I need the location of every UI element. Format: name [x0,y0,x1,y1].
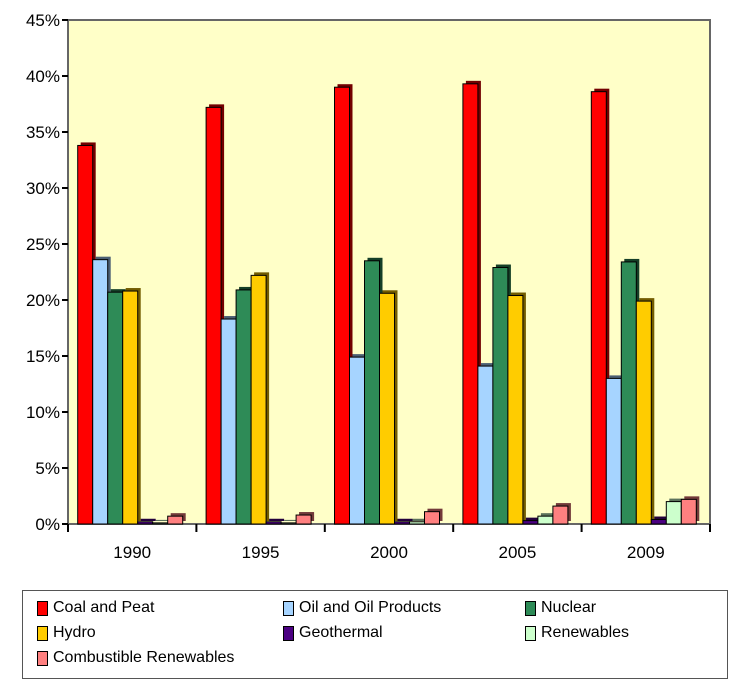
bar-renewables-1995 [280,522,297,525]
bar-shadow [155,519,171,521]
x-axis: 1990 1995 2000 2005 2009 [67,524,711,562]
bar-coal-and-peat-2000 [334,86,350,525]
bar-nuclear-1995 [235,289,252,525]
bar-oil-and-oil-products-1990 [92,259,109,525]
bar-shadow [284,519,300,521]
legend-label: Coal and Peat [53,599,155,616]
legend-label: Geothermal [299,624,383,641]
bar-geothermal-2005 [522,520,539,525]
bar-chart: 0% 5% 10% 15% 20% 25% 30% 35% 40% 45% 1990 1995 200… [26,11,711,562]
bar-coal-and-peat-2009 [590,91,607,525]
bar-shadow [140,518,156,521]
legend-item-renewables: Renewables [525,622,629,644]
bar-hydro-2005 [507,295,524,525]
x-tick-label: 2000 [370,543,408,562]
bar-geothermal-2009 [650,519,667,525]
bar-shadow [654,516,670,521]
y-tick-label: 25% [26,235,60,254]
bar-nuclear-2009 [620,261,637,525]
chart-legend: Coal and Peat Oil and Oil Products Nuclear… [22,590,728,679]
legend-swatch [525,625,536,641]
y-tick-label: 20% [26,291,60,310]
bar-coal-and-peat-1995 [205,106,222,525]
y-axis: 0% 5% 10% 15% 20% 25% 30% 35% 40% 45% [26,11,68,534]
bar-shadow [412,518,428,521]
bar-hydro-2000 [379,292,395,525]
bar-shadow [269,518,285,521]
bar-combustible-renewables-2005 [552,505,569,525]
bar-nuclear-2005 [492,267,509,525]
bar-hydro-2009 [635,300,652,525]
bar-renewables-1990 [152,522,169,525]
bar-oil-and-oil-products-2000 [349,356,365,525]
y-tick-label: 15% [26,347,60,366]
bar-shadow [397,518,413,521]
bar-geothermal-2000 [394,521,410,525]
bar-geothermal-1995 [265,521,282,525]
legend-item-nuclear: Nuclear [525,597,596,619]
y-tick-label: 5% [35,459,60,478]
y-tick-label: 45% [26,11,60,30]
legend-item-oil-and-oil-products: Oil and Oil Products [283,597,441,619]
bar-nuclear-1990 [107,291,124,525]
y-tick-label: 0% [35,515,60,534]
legend-label: Oil and Oil Products [299,599,442,616]
legend-item-geothermal: Geothermal [283,622,383,644]
legend-label: Nuclear [541,599,597,616]
bar-oil-and-oil-products-1995 [220,318,237,525]
bar-combustible-renewables-2009 [680,498,697,525]
y-tick-label: 10% [26,403,60,422]
legend-swatch [525,600,536,616]
bar-coal-and-peat-1990 [77,144,94,525]
bar-hydro-1990 [122,290,139,525]
bar-nuclear-2000 [364,260,380,525]
bar-renewables-2005 [537,515,554,525]
legend-label: Renewables [541,624,630,641]
bar-hydro-1995 [250,274,267,525]
bar-combustible-renewables-1990 [167,515,184,525]
bar-geothermal-1990 [137,521,154,525]
legend-item-combustible-renewables: Combustible Renewables [37,647,234,669]
x-tick-label: 2009 [627,543,665,562]
x-tick-label: 1990 [113,543,151,562]
y-tick-label: 35% [26,123,60,142]
legend-swatch [37,625,48,641]
legend-item-hydro: Hydro [37,622,96,644]
legend-swatch [283,600,294,616]
bar-combustible-renewables-1995 [295,514,312,525]
legend-item-coal-and-peat: Coal and Peat [37,597,154,619]
y-tick-label: 30% [26,179,60,198]
bar-oil-and-oil-products-2009 [605,377,622,525]
bar-combustible-renewables-2000 [424,511,440,525]
bar-coal-and-peat-2005 [462,83,479,525]
legend-label: Hydro [53,624,96,641]
x-tick-label: 1995 [242,543,280,562]
bar-renewables-2000 [409,521,425,525]
legend-label: Combustible Renewables [53,649,235,666]
legend-swatch [37,600,48,616]
bar-shadow [525,517,541,521]
bars-group [77,80,700,525]
bar-renewables-2009 [665,501,682,525]
bar-oil-and-oil-products-2005 [477,365,494,525]
y-tick-label: 40% [26,67,60,86]
x-tick-label: 2005 [498,543,536,562]
legend-swatch [37,650,48,666]
legend-swatch [283,625,294,641]
